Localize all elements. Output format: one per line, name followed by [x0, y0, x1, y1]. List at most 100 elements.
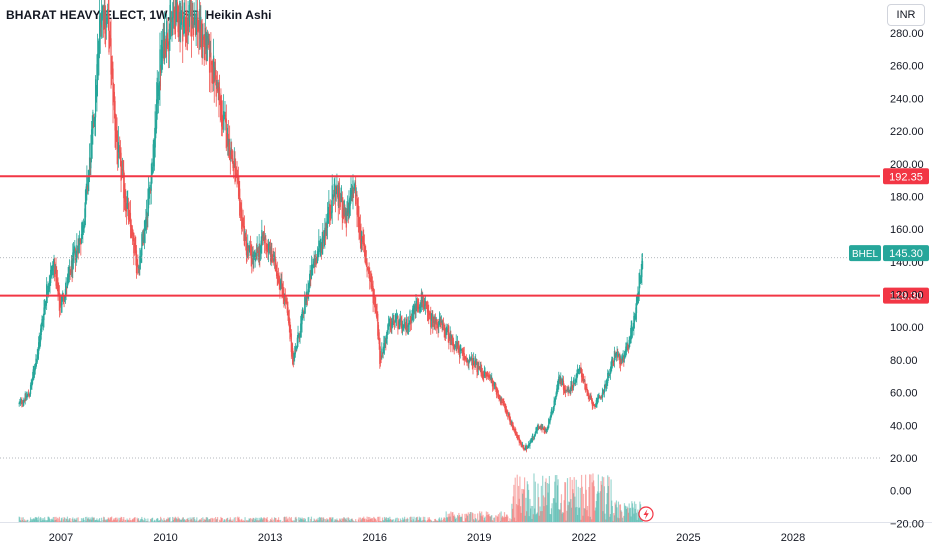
volume-bar [91, 516, 93, 522]
candle [513, 428, 516, 433]
candle [82, 218, 85, 235]
volume-bar [350, 519, 352, 522]
candle [241, 217, 243, 232]
volume-bar [133, 518, 135, 522]
volume-bar [23, 521, 25, 522]
candle [41, 315, 43, 333]
volume-bar [574, 507, 577, 522]
volume-bar [501, 517, 503, 522]
volume-bar [536, 513, 538, 522]
candle [20, 398, 22, 405]
candle [255, 252, 257, 262]
volume-bar [293, 520, 295, 522]
candle [613, 346, 616, 368]
candle [578, 368, 580, 375]
volume-bar [211, 517, 213, 522]
volume-bar [294, 521, 296, 522]
y-tick-label: 100.00 [890, 322, 924, 334]
volume-bar [184, 518, 186, 522]
candle [127, 190, 129, 217]
candle [135, 236, 137, 266]
volume-bar [601, 476, 603, 522]
volume-bar [557, 479, 559, 522]
volume-bar [521, 488, 523, 522]
candle [184, 16, 187, 47]
volume-bar [464, 513, 466, 522]
lightning-icon[interactable] [638, 506, 654, 522]
currency-button[interactable]: INR [887, 4, 925, 26]
candle [382, 346, 384, 359]
candle [288, 309, 290, 333]
candle [438, 321, 440, 334]
candle [434, 316, 436, 330]
y-tick-label: 240.00 [890, 93, 924, 105]
volume-bar [530, 505, 532, 522]
candle [251, 246, 254, 265]
candle [72, 243, 74, 279]
volume-bar [66, 516, 69, 522]
volume-bar [245, 519, 248, 522]
volume-bar [25, 521, 28, 522]
volume-bar [229, 519, 231, 522]
candle [552, 406, 555, 414]
volume-bar [48, 516, 50, 522]
candle [31, 378, 33, 390]
candle [277, 272, 279, 286]
volume-bar [477, 513, 479, 522]
candle [316, 256, 318, 264]
candle [526, 444, 528, 453]
volume-bar [558, 509, 560, 522]
volume-bar [301, 517, 303, 522]
volume-bar [84, 516, 87, 522]
volume-bar [164, 519, 166, 522]
volume-bar [612, 520, 614, 522]
candle [282, 281, 284, 305]
volume-bar [637, 509, 639, 522]
volume-bar [475, 519, 477, 522]
candle [93, 116, 95, 128]
level-price-tag: 192.35 [883, 168, 929, 185]
candle [419, 302, 421, 314]
candle [60, 294, 62, 316]
volume-bar [108, 518, 110, 522]
x-axis[interactable]: 2007 2010 2013 2016 2019 2022 2025 2028 [49, 532, 805, 544]
candles [18, 0, 644, 453]
volume-bar [291, 520, 293, 522]
volume-bar [173, 517, 175, 522]
candle [415, 293, 417, 318]
volume-bar [29, 520, 31, 522]
volume-bar [288, 516, 290, 522]
candle [460, 348, 463, 354]
candle [265, 243, 268, 259]
candle [615, 352, 617, 361]
volume-bar [337, 520, 339, 522]
candle [313, 250, 315, 268]
volume-bar [23, 519, 26, 522]
volume-bar [153, 520, 155, 522]
candle [31, 371, 34, 385]
candle [86, 165, 88, 201]
volume-bar [298, 517, 300, 522]
candle [248, 245, 250, 257]
y-tick-label: 160.00 [890, 224, 924, 236]
candle [40, 322, 42, 340]
candle [519, 440, 522, 446]
candle [499, 395, 502, 406]
volume-bar [219, 519, 221, 522]
candle [620, 354, 622, 364]
volume-bar [287, 518, 289, 522]
volume-bar [370, 519, 372, 522]
volume-bar [483, 520, 485, 522]
volume-bar [528, 489, 530, 522]
volume-bar [254, 518, 256, 522]
volume-bar [54, 519, 56, 522]
volume-bar [64, 517, 66, 522]
candle [634, 313, 636, 322]
volume-bar [194, 519, 196, 522]
y-axis[interactable]: −20.000.0020.0040.0060.0080.00100.00120.… [890, 28, 924, 530]
y-tick-label: 180.00 [890, 191, 924, 203]
volume-bar [324, 519, 327, 522]
candle [74, 240, 76, 254]
